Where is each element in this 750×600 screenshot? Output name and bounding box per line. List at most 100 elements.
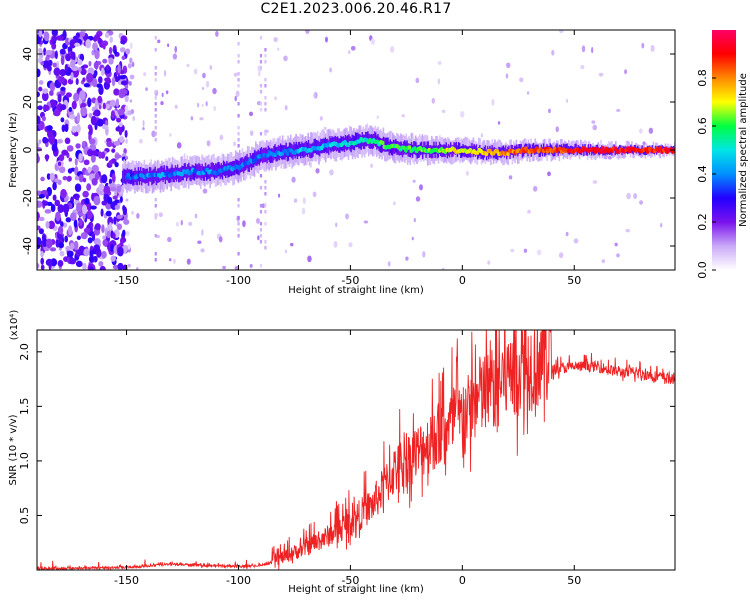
spectrogram-cell [217,162,219,177]
spectrogram-cell [121,55,126,61]
x-tick-label: 0 [459,274,466,287]
spectrogram-cell [188,221,193,226]
spectrogram-cell [56,138,63,144]
spectrogram-cell [167,43,170,48]
spectrogram-cell [592,124,598,131]
spectrogram-cell [110,243,114,253]
spectrogram-cell [237,144,240,148]
spectrogram-cell [123,168,125,184]
spectrogram-cell [66,145,74,152]
spectrogram-cell [225,163,227,179]
spectrogram-cell [480,133,483,138]
spectrogram-cell [37,225,41,231]
spectrogram-cell [237,222,240,226]
spectrogram-cell [49,90,54,97]
spectrogram-cell [335,222,338,228]
spectrogram-cell [360,135,362,150]
spectrogram-cell [88,255,95,263]
spectrogram-cell [154,78,157,82]
spectrogram-cell [264,78,267,82]
spectrogram-cell [408,143,411,157]
spectrogram-cell [644,149,647,156]
spectrogram-cell [519,144,521,154]
spectrogram-cell [566,143,568,152]
spectrogram-cell [94,49,100,60]
spectrogram-cell [67,168,73,174]
spectrogram-cell [206,166,208,181]
spectrogram-cell [264,222,267,226]
spectrogram-cell [607,155,612,160]
spectrogram-cell [259,132,263,136]
spectrogram-cell [427,141,430,155]
spectrogram-cell [75,124,81,134]
spectrogram-cell [242,220,246,228]
spectrogram-cell [581,45,586,53]
spectrogram-cell [45,238,53,249]
spectrogram-cell [52,62,57,68]
spectrogram-cell [249,111,254,117]
spectrogram-cell [117,262,124,270]
spectrogram-cell [76,202,83,213]
spectrogram-cell [91,49,95,56]
spectrogram-cell [614,242,618,247]
spectrogram-cell [73,219,78,228]
spectrogram-cell [67,225,73,236]
spectrogram-cell [205,80,210,88]
spectrogram-cell [65,53,72,62]
spectrogram-cell [491,98,495,106]
spectrogram-cell [105,79,112,84]
spectrogram-cell [202,86,205,91]
spectrogram-cell [202,188,208,194]
spectrogram-cell [284,249,288,254]
spectrogram-cell [641,145,643,151]
spectrogram-cell [94,34,101,40]
spectrogram-cell [601,146,605,151]
spectrogram-cell [97,95,103,104]
spectrogram-cell [120,238,124,245]
spectrogram-cell [390,141,393,156]
spectrogram-cell [264,102,267,106]
spectrogram-cell [437,61,442,65]
spectrogram-cell [60,117,65,123]
spectrogram-cell [120,80,128,86]
spectrogram-cell [154,252,157,256]
colorbar-label: Normalized spectral amplitude [738,73,749,227]
spectrogram-cell [180,219,183,226]
spectrogram-cell [56,35,64,41]
spectrogram-cell [87,237,93,244]
spectrogram-cell [616,253,620,258]
spectrogram-cell [566,98,569,103]
spectrogram-cell [151,170,153,186]
spectrogram-cell [71,100,77,110]
spectrogram-cell [82,177,87,183]
spectrogram-cell [42,88,49,94]
spectrogram-cell [134,167,136,183]
spectrogram-cell [117,108,125,116]
spectrogram-cell [264,108,267,112]
spectrogram-cell [183,153,186,160]
spectrogram-cell [206,140,211,147]
spectrogram-cell [329,169,334,176]
spectrogram-cell [124,156,129,160]
spectrogram-cell [228,162,230,178]
spectrogram-cell [199,117,204,121]
spectrogram-cells [37,30,675,270]
spectrogram-cell [105,103,111,110]
spectrogram-cell [426,141,428,155]
x-tick-label: 0 [459,574,466,587]
spectrogram-cell [154,114,157,118]
spectrogram-cell [283,55,288,62]
spectrogram-cell [37,68,41,78]
spectrogram-cell [99,265,106,270]
spectrogram-cell [96,118,104,127]
spectrogram-cell [104,120,109,127]
spectrogram-cell [89,138,96,145]
spectrogram-cell [219,134,224,141]
spectrogram-cell [51,35,58,42]
spectrogram-cell [57,204,65,213]
spectrogram-cell [59,69,67,77]
spectrogram-cell [37,262,40,269]
spectrogram-cell [154,198,157,202]
spectrogram-cell [89,266,94,270]
spectrogram-cell [105,156,109,162]
